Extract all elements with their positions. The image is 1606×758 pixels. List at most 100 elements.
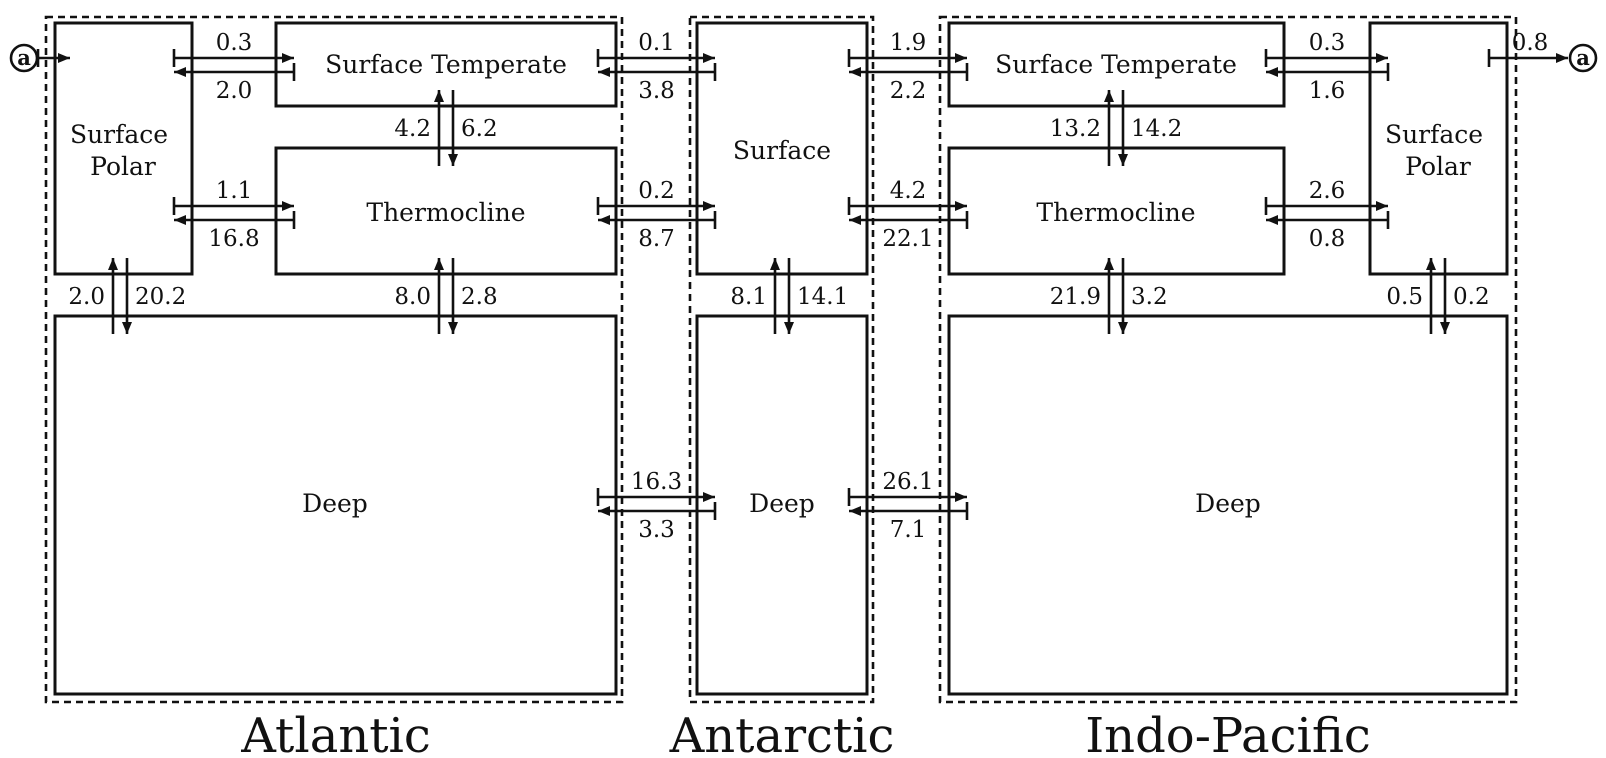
atl-ant-deep-bottom-value: 3.3 — [638, 517, 675, 543]
indo-pacific-region-title: Indo-Pacific — [1085, 708, 1371, 758]
antarctic-region-outline — [688, 15, 875, 704]
indo-pacific-thermocline-label: Thermocline — [1036, 198, 1195, 227]
atl-ant-deep-bottom-arrow-head — [598, 506, 610, 516]
a-out-value: 0.8 — [1512, 30, 1549, 56]
atl-ant-therm-top-value: 0.2 — [638, 178, 675, 204]
connector-a-left: a — [9, 43, 39, 73]
ip-temp-polar-bottom-arrow-head — [1266, 67, 1278, 77]
indo-pacific-thermocline-box — [947, 146, 1286, 276]
ant-ip-therm-top-arrow-head — [955, 201, 967, 211]
connector-a-right: a — [1568, 43, 1598, 73]
ip-therm-deep-down-arrow-head — [1118, 322, 1128, 334]
ip-temp-therm-up-arrow-head — [1104, 90, 1114, 102]
ant-ip-deep-top-value: 26.1 — [882, 469, 933, 495]
atl-ant-temp-top-value: 0.1 — [638, 30, 675, 56]
a-in-arrow-head — [58, 53, 70, 63]
atl-polar-therm-top-value: 1.1 — [216, 178, 253, 204]
connector-a-right-label: a — [1576, 45, 1590, 70]
ip-therm-deep-up-arrow-head — [1104, 258, 1114, 270]
ip-temp-polar-bottom-value: 1.6 — [1309, 78, 1346, 104]
atl-therm-deep-right-value: 2.8 — [461, 284, 498, 310]
atl-polar-temp-top-value: 0.3 — [216, 30, 253, 56]
atl-ant-temp-top-arrow-head — [703, 53, 715, 63]
ant-surf-deep-right-value: 14.1 — [797, 284, 848, 310]
atl-ant-temp-bottom-value: 3.8 — [638, 78, 675, 104]
antarctic-deep-box — [695, 314, 869, 696]
atl-therm-deep-down-arrow-head — [448, 322, 458, 334]
atl-polar-deep-right-value: 20.2 — [135, 284, 186, 310]
ip-therm-polar-bottom-value: 0.8 — [1309, 226, 1346, 252]
ip-therm-polar-top-arrow-head — [1376, 201, 1388, 211]
atlantic-thermocline-label: Thermocline — [366, 198, 525, 227]
ip-polar-deep-up-arrow-head — [1426, 258, 1436, 270]
atlantic-region-title: Atlantic — [240, 708, 431, 758]
atl-temp-therm-up-arrow-head — [434, 90, 444, 102]
atlantic-surface-polar-label-line2: Polar — [90, 152, 156, 181]
ant-ip-temp-bottom-value: 2.2 — [890, 78, 927, 104]
atl-ant-therm-bottom-arrow-head — [598, 215, 610, 225]
atl-ant-deep-top-value: 16.3 — [631, 469, 682, 495]
atl-polar-temp-bottom-value: 2.0 — [216, 78, 253, 104]
atl-polar-temp-top-arrow-head — [282, 53, 294, 63]
ant-ip-deep-top-arrow-head — [955, 492, 967, 502]
ip-therm-polar-bottom-arrow-head — [1266, 215, 1278, 225]
connector-a-left-label: a — [17, 45, 31, 70]
atl-therm-deep-up-arrow-head — [434, 258, 444, 270]
atlantic-surface-polar-label: Surface Polar — [70, 120, 176, 181]
flow-arrows: 0.3 2.0 1.1 16.8 4.2 6.2 2.0 20.2 8.0 2.8 0.1 3.8 0.… — [36, 30, 1568, 543]
atl-polar-therm-top-arrow-head — [282, 201, 294, 211]
ip-temp-therm-left-value: 13.2 — [1050, 116, 1101, 142]
indo-pacific-surface-temperate-box — [947, 21, 1286, 108]
antarctic-region-title: Antarctic — [669, 708, 895, 758]
indo-pacific-surface-polar-label-line2: Polar — [1405, 152, 1471, 181]
ip-polar-deep-right-value: 0.2 — [1453, 284, 1490, 310]
ip-polar-deep-down-arrow-head — [1440, 322, 1450, 334]
antarctic-surface-label: Surface — [733, 136, 831, 165]
ant-surf-deep-up-arrow-head — [770, 258, 780, 270]
indo-pacific-surface-polar-label: Surface Polar — [1385, 120, 1491, 181]
ip-therm-deep-left-value: 21.9 — [1050, 284, 1101, 310]
atl-polar-deep-left-value: 2.0 — [68, 284, 105, 310]
atl-therm-deep-left-value: 8.0 — [394, 284, 431, 310]
ip-temp-polar-top-arrow-head — [1376, 53, 1388, 63]
atl-polar-therm-bottom-arrow-head — [174, 215, 186, 225]
ant-surf-deep-down-arrow-head — [784, 322, 794, 334]
atl-ant-therm-bottom-value: 8.7 — [638, 226, 675, 252]
atl-polar-deep-up-arrow-head — [108, 258, 118, 270]
ant-ip-temp-top-arrow-head — [955, 53, 967, 63]
atl-polar-deep-down-arrow-head — [122, 322, 132, 334]
ip-therm-deep-right-value: 3.2 — [1131, 284, 1168, 310]
atl-ant-therm-top-arrow-head — [703, 201, 715, 211]
indo-pacific-deep-box — [947, 314, 1509, 696]
indo-pacific-surface-polar-box — [1368, 21, 1509, 276]
atl-temp-therm-left-value: 4.2 — [394, 116, 431, 142]
indo-pacific-surface-polar-label-line1: Surface — [1385, 120, 1483, 149]
ant-ip-temp-bottom-arrow-head — [849, 67, 861, 77]
ant-surf-deep-left-value: 8.1 — [730, 284, 767, 310]
ant-ip-deep-bottom-value: 7.1 — [890, 517, 927, 543]
atlantic-region-outline — [44, 15, 624, 704]
atl-polar-therm-bottom-value: 16.8 — [208, 226, 259, 252]
atl-polar-temp-bottom-arrow-head — [174, 67, 186, 77]
atlantic-surface-polar-label-line1: Surface — [70, 120, 168, 149]
indo-pacific-surface-temperate-label: Surface Temperate — [995, 50, 1237, 79]
indo-pacific-region-outline — [938, 15, 1518, 704]
ip-temp-therm-down-arrow-head — [1118, 154, 1128, 166]
ant-ip-therm-bottom-arrow-head — [849, 215, 861, 225]
atl-ant-temp-bottom-arrow-head — [598, 67, 610, 77]
antarctic-deep-label: Deep — [749, 489, 815, 518]
ant-ip-temp-top-value: 1.9 — [890, 30, 927, 56]
atl-temp-therm-right-value: 6.2 — [461, 116, 498, 142]
atlantic-surface-temperate-label: Surface Temperate — [325, 50, 567, 79]
atlantic-surface-temperate-box — [274, 21, 618, 108]
ip-therm-polar-top-value: 2.6 — [1309, 178, 1346, 204]
ant-ip-therm-bottom-value: 22.1 — [882, 226, 933, 252]
connector-a-right-circle — [1568, 43, 1598, 73]
atlantic-deep-label: Deep — [302, 489, 368, 518]
atlantic-thermocline-box — [274, 146, 618, 276]
ant-ip-therm-top-value: 4.2 — [890, 178, 927, 204]
atlantic-deep-box — [53, 314, 618, 696]
atl-ant-deep-top-arrow-head — [703, 492, 715, 502]
